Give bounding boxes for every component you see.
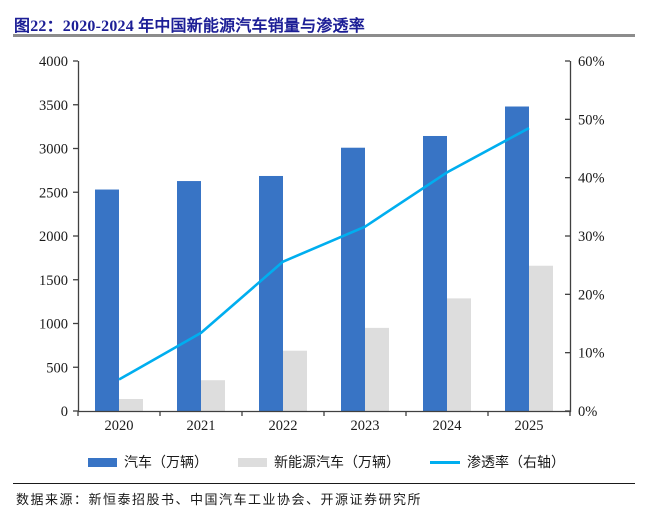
footer-divider — [13, 483, 635, 484]
tick-label-left: 3500 — [39, 98, 68, 114]
tick-label-right: 60% — [578, 54, 605, 70]
tick-label-left: 1500 — [39, 273, 68, 289]
tick-label-right: 10% — [578, 346, 605, 362]
tick-label-left: 4000 — [39, 54, 68, 70]
x-label-2024: 2024 — [433, 418, 463, 434]
bar-auto-2022 — [259, 175, 283, 411]
bar-nev-2024 — [447, 298, 471, 411]
x-label-2025: 2025 — [515, 418, 544, 434]
bar-auto-2020 — [95, 189, 119, 411]
data-source: 数据来源：新恒泰招股书、中国汽车工业协会、开源证券研究所 — [16, 492, 423, 507]
bar-auto-2021 — [177, 181, 201, 411]
legend-item-penetration: 渗透率（右轴） — [430, 452, 565, 472]
tick-label-right: 0% — [578, 404, 597, 420]
chart-legend: 汽车（万辆） 新能源汽车（万辆） 渗透率（右轴） — [88, 452, 565, 472]
legend-swatch-nev-bar — [238, 457, 267, 467]
tick-label-left: 0 — [61, 404, 68, 420]
tick-label-left: 500 — [46, 360, 68, 376]
legend-label-auto: 汽车（万辆） — [124, 456, 208, 471]
bar-auto-2024 — [423, 135, 447, 412]
bar-auto-2023 — [341, 147, 365, 411]
tick-label-left: 2000 — [39, 229, 68, 245]
tick-label-right: 20% — [578, 287, 605, 303]
tick-label-right: 40% — [578, 171, 605, 187]
figure-title: 图22：2020-2024 年中国新能源汽车销量与渗透率 — [14, 18, 365, 35]
x-label-2023: 2023 — [351, 418, 380, 434]
bar-nev-2022 — [283, 350, 307, 411]
bar-nev-2020 — [119, 399, 143, 411]
tick-label-left: 3000 — [39, 142, 68, 158]
legend-label-penetration: 渗透率（右轴） — [467, 456, 565, 471]
tick-label-right: 30% — [578, 229, 605, 245]
tick-label-left: 2500 — [39, 185, 68, 201]
x-label-2021: 2021 — [187, 418, 216, 434]
legend-item-auto: 汽车（万辆） — [88, 452, 208, 472]
x-label-2022: 2022 — [269, 418, 298, 434]
bar-nev-2023 — [365, 327, 389, 411]
legend-label-nev: 新能源汽车（万辆） — [274, 456, 400, 471]
title-divider — [13, 34, 635, 37]
legend-item-nev: 新能源汽车（万辆） — [238, 452, 400, 472]
line-penetration — [118, 126, 530, 381]
tick-label-right: 50% — [578, 112, 605, 128]
x-label-2020: 2020 — [105, 418, 134, 434]
bar-nev-2021 — [201, 380, 225, 411]
legend-swatch-auto-bar — [88, 457, 117, 467]
bar-auto-2025 — [505, 106, 529, 411]
legend-swatch-penetration-line — [430, 460, 460, 464]
bar-nev-2025 — [529, 265, 553, 411]
tick-label-left: 1000 — [39, 317, 68, 333]
